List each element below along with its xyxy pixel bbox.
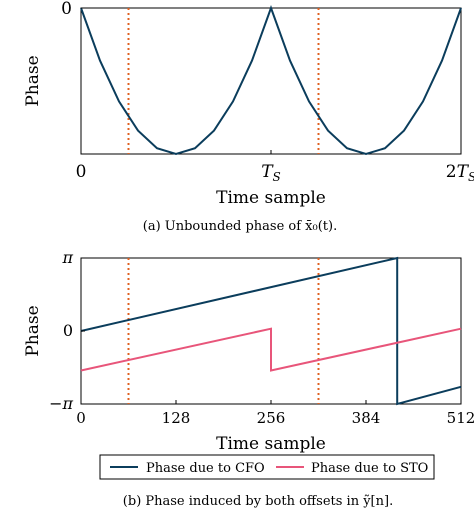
chart-b-ytick-label: −π bbox=[49, 394, 73, 413]
legend-label-sto: Phase due to STO bbox=[311, 461, 428, 476]
chart-b-xtick-label: 128 bbox=[162, 409, 191, 427]
chart-b-ytick-label: 0 bbox=[63, 321, 73, 340]
chart-b-xtick-label: 256 bbox=[257, 409, 286, 427]
chart-b-series-line-cfo bbox=[80, 256, 462, 406]
chart-b-xtick-label: 384 bbox=[352, 409, 381, 427]
chart-b-xtick-label: 512 bbox=[447, 409, 474, 427]
chart-a-caption: (a) Unbounded phase of x̄₀(t). bbox=[143, 219, 337, 234]
chart-b-series-line-sto bbox=[80, 327, 462, 372]
legend-box bbox=[99, 454, 435, 480]
chart-a-xlabel: Time sample bbox=[216, 188, 326, 208]
chart-b-ylabel: Phase bbox=[23, 305, 43, 356]
chart-a-plot-frame bbox=[80, 7, 462, 155]
chart-b-xlabel: Time sample bbox=[216, 434, 326, 454]
chart-a: 0 TS 2TS 0 Phase Time sample (a) Unbounded… bbox=[23, 0, 474, 234]
legend-label-cfo: Phase due to CFO bbox=[146, 461, 265, 476]
chart-b-legend: Phase due to CFO Phase due to STO bbox=[99, 454, 435, 480]
chart-a-ytick-label: 0 bbox=[61, 0, 72, 19]
chart-a-xtick-label: 2TS bbox=[446, 162, 474, 184]
chart-b-caption: (b) Phase induced by both offsets in ỹ[n… bbox=[123, 494, 393, 509]
chart-b-xtick-label: 0 bbox=[76, 409, 86, 427]
chart-a-series-line bbox=[80, 5, 462, 156]
chart-a-ylabel: Phase bbox=[23, 55, 43, 106]
chart-b: 0 128 256 384 512 −π0π Phase Time sample Pha… bbox=[23, 248, 474, 509]
chart-b-ytick-label: π bbox=[61, 248, 73, 267]
chart-a-xtick-label: 0 bbox=[76, 162, 87, 182]
chart-a-xtick-label: TS bbox=[261, 162, 281, 184]
